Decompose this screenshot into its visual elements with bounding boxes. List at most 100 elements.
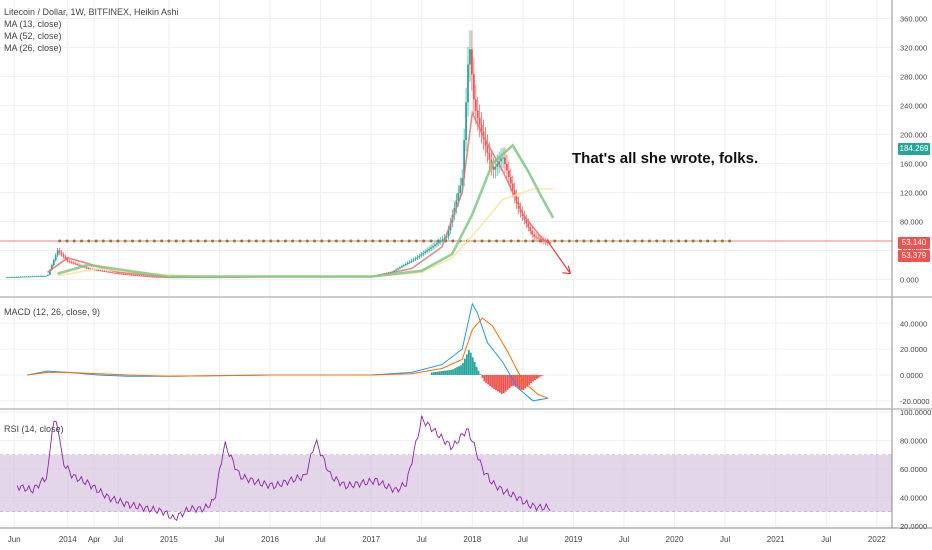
candle-body xyxy=(410,260,413,262)
candle-body xyxy=(397,268,399,270)
projection-arrow-head xyxy=(562,265,571,275)
dotted-support-marker xyxy=(196,239,200,243)
x-tick-label: Jul xyxy=(214,535,224,544)
candle-body xyxy=(124,274,127,276)
candle-body xyxy=(136,275,139,277)
dotted-support-marker xyxy=(728,239,732,243)
macd-histogram-bar xyxy=(446,370,449,375)
candle-body xyxy=(50,265,53,271)
ma26-line xyxy=(57,143,555,278)
signal-line xyxy=(27,317,549,399)
candle-body xyxy=(426,250,429,252)
dotted-support-marker xyxy=(677,239,681,243)
macd-histogram-bar xyxy=(481,374,484,378)
candle-body xyxy=(449,222,452,231)
candle-body xyxy=(457,192,460,201)
candle-body xyxy=(480,124,483,132)
candle-body xyxy=(441,239,444,241)
candle-body xyxy=(126,274,129,276)
candle-body xyxy=(25,276,28,278)
macd-histogram-bar xyxy=(514,374,517,387)
dotted-support-marker xyxy=(516,239,520,243)
candle-body xyxy=(101,270,104,272)
macd-histogram-bar xyxy=(520,374,523,390)
macd-histogram-bar xyxy=(483,374,486,382)
candle-body xyxy=(498,161,501,165)
x-tick-label: Jul xyxy=(619,535,629,544)
x-tick-label: Jul xyxy=(518,535,528,544)
macd-histogram-bar xyxy=(430,372,433,375)
candle-body xyxy=(37,276,40,278)
dotted-support-marker xyxy=(363,239,367,243)
macd-histogram-bar xyxy=(487,374,490,385)
macd-histogram-bar xyxy=(456,367,459,375)
ma13-legend[interactable]: MA (13, close) xyxy=(4,19,62,29)
macd-histogram-bar xyxy=(434,371,437,375)
candle-body xyxy=(494,166,497,170)
dotted-support-marker xyxy=(116,239,120,243)
candle-body xyxy=(418,255,421,258)
candle-body xyxy=(12,277,14,278)
ma52-legend[interactable]: MA (52, close) xyxy=(4,31,62,41)
candle-body xyxy=(157,276,160,278)
candle-body xyxy=(97,270,100,271)
dotted-support-marker xyxy=(262,239,266,243)
candle-body xyxy=(13,277,16,278)
dotted-support-marker xyxy=(487,239,491,243)
y-tick-label: 160.000 xyxy=(900,160,927,169)
macd-pane[interactable] xyxy=(27,302,549,402)
candle-body xyxy=(148,276,150,278)
rsi-title[interactable]: RSI (14, close) xyxy=(4,424,64,434)
macd-histogram-bar xyxy=(497,374,499,392)
y-tick-label: 280.000 xyxy=(900,73,927,82)
dotted-support-marker xyxy=(393,239,397,243)
dotted-support-marker xyxy=(589,239,593,243)
macd-histogram-bar xyxy=(473,361,476,375)
price-pane[interactable] xyxy=(0,30,892,279)
dotted-support-marker xyxy=(72,239,76,243)
candle-body xyxy=(463,140,466,178)
dotted-support-marker xyxy=(400,239,404,243)
annotation-text[interactable]: That's all she wrote, folks. xyxy=(572,150,759,167)
symbol-title[interactable]: Litecoin / Dollar, 1W, BITFINEX, Heikin … xyxy=(4,7,179,17)
candle-body xyxy=(70,261,73,263)
candle-body xyxy=(27,276,30,278)
candle-body xyxy=(39,276,42,277)
macd-histogram-bar xyxy=(465,354,468,375)
dotted-support-marker xyxy=(567,239,571,243)
y-tick-label: 240.000 xyxy=(900,102,927,111)
x-axis[interactable]: Jun 2014 Apr Jul 2015 Jul 2016 Jul 2017 Jul 2018 Ju… xyxy=(8,535,887,544)
candle-body xyxy=(511,183,514,191)
ma26-legend[interactable]: MA (26, close) xyxy=(4,43,62,53)
candle-body xyxy=(144,276,147,277)
candle-body xyxy=(105,271,108,273)
macd-histogram-bar xyxy=(508,374,511,389)
macd-title[interactable]: MACD (12, 26, close, 9) xyxy=(4,307,101,317)
y-tick-label: 360.000 xyxy=(900,15,927,24)
candle-body xyxy=(432,246,434,248)
macd-histogram-bar xyxy=(469,352,472,375)
macd-histogram-bar xyxy=(450,369,453,375)
y-tick-label: 320.000 xyxy=(900,44,927,53)
candle-body xyxy=(146,276,149,278)
dotted-support-marker xyxy=(254,239,258,243)
rsi-pane[interactable] xyxy=(0,415,892,522)
candle-body xyxy=(455,200,458,208)
dotted-support-marker xyxy=(80,239,84,243)
macd-histogram-bar xyxy=(522,374,525,391)
candle-body xyxy=(152,276,154,278)
candle-body xyxy=(48,270,51,275)
pane-separators[interactable] xyxy=(0,0,932,529)
dotted-support-marker xyxy=(276,239,280,243)
candle-body xyxy=(459,185,462,193)
dotted-support-marker xyxy=(291,239,295,243)
y-axis[interactable]: 0.00040.00080.000120.000160.000200.00024… xyxy=(900,15,931,532)
macd-histogram-bar xyxy=(489,374,492,387)
candle-body xyxy=(509,177,512,184)
dotted-support-marker xyxy=(684,239,688,243)
dotted-support-marker xyxy=(611,239,615,243)
candle-body xyxy=(54,255,57,261)
candle-body xyxy=(8,277,10,279)
x-tick-label: 2016 xyxy=(261,535,279,544)
candle-body xyxy=(541,239,543,241)
